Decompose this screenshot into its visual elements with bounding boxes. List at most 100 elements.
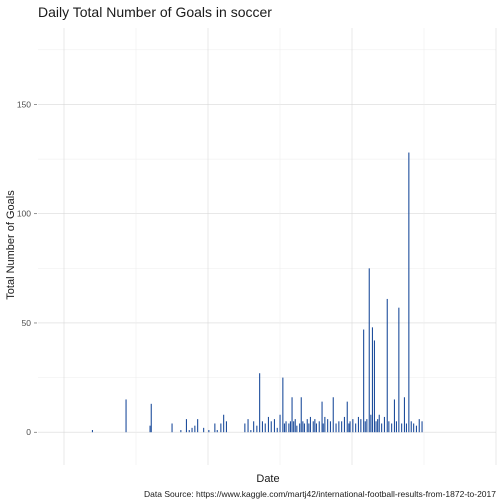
x-axis-title: Date: [256, 473, 279, 485]
bar: [408, 152, 410, 433]
bar: [220, 423, 222, 433]
bar: [285, 421, 287, 433]
bar: [368, 268, 370, 433]
bar: [405, 423, 407, 433]
bar: [216, 430, 218, 433]
bar: [403, 397, 405, 433]
bar: [247, 419, 249, 433]
bar: [413, 423, 415, 433]
bar: [303, 423, 305, 433]
bar: [370, 414, 372, 433]
bar: [250, 430, 252, 433]
bar: [401, 423, 403, 433]
bar: [314, 419, 316, 433]
bar: [214, 423, 216, 433]
bar: [125, 399, 127, 433]
bar: [363, 329, 365, 433]
bar: [321, 401, 323, 433]
bar: [383, 416, 385, 433]
bar: [306, 419, 308, 433]
bar: [270, 421, 272, 433]
bar: [418, 419, 420, 433]
bar: [346, 401, 348, 433]
bar: [357, 416, 359, 433]
bar: [373, 340, 375, 433]
bar: [288, 423, 290, 433]
bar: [318, 421, 320, 433]
bar: [289, 421, 291, 433]
bar: [348, 423, 350, 433]
bar: [208, 430, 210, 433]
y-tick-label: 150: [17, 99, 31, 109]
bar: [300, 397, 302, 433]
y-tick-label: 50: [22, 318, 32, 328]
bar: [261, 421, 263, 433]
bar: [349, 421, 351, 433]
bar: [335, 423, 337, 433]
bar: [276, 427, 278, 433]
y-tick-label: 0: [26, 427, 31, 437]
bar: [244, 423, 246, 433]
bar: [185, 419, 187, 433]
bar: [253, 421, 255, 433]
bar: [332, 397, 334, 433]
bar: [341, 421, 343, 433]
bar: [355, 423, 357, 433]
bar: [398, 307, 400, 433]
bar: [180, 430, 182, 433]
bar: [386, 298, 388, 433]
bars-series: [91, 152, 423, 433]
bar: [391, 423, 393, 433]
bar: [223, 414, 225, 433]
bar: [322, 423, 324, 433]
bar: [282, 377, 284, 433]
bar: [327, 419, 329, 433]
bar: [264, 423, 266, 433]
bar: [364, 421, 366, 433]
bar: [375, 421, 377, 433]
bar: [415, 425, 417, 433]
bar: [279, 414, 281, 433]
bar: [293, 421, 295, 433]
bar: [338, 421, 340, 433]
bar: [343, 416, 345, 433]
bar: [371, 327, 373, 433]
data-source-caption: Data Source: https://www.kaggle.com/mart…: [144, 489, 496, 499]
bar: [315, 423, 317, 433]
bar: [352, 419, 354, 433]
bar: [296, 425, 298, 433]
y-axis: 0 50 100 150: [17, 99, 37, 437]
bar: [149, 425, 151, 433]
bar: [194, 425, 196, 433]
bar: [91, 430, 93, 433]
bar: [267, 416, 269, 433]
bar: [197, 419, 199, 433]
bar: [291, 397, 293, 433]
bar: [388, 421, 390, 433]
bar: [302, 421, 304, 433]
bar: [377, 419, 379, 433]
bar: [299, 423, 301, 433]
bar: [188, 430, 190, 433]
y-tick-label: 100: [17, 209, 31, 219]
bar: [225, 421, 227, 433]
chart-title: Daily Total Number of Goals in soccer: [38, 4, 272, 20]
bar: [366, 419, 368, 433]
bar: [171, 423, 173, 433]
bar: [360, 419, 362, 433]
bar: [283, 423, 285, 433]
bar: [150, 403, 152, 433]
bar: [191, 427, 193, 433]
grid-lines: [38, 28, 497, 465]
bar: [256, 425, 258, 433]
bar: [395, 421, 397, 433]
bar: [324, 416, 326, 433]
y-axis-title: Total Number of Goals: [5, 190, 17, 300]
bar: [294, 419, 296, 433]
bar: [308, 423, 310, 433]
bar: [393, 399, 395, 433]
bar: [203, 427, 205, 433]
bar: [378, 414, 380, 433]
bar: [410, 421, 412, 433]
